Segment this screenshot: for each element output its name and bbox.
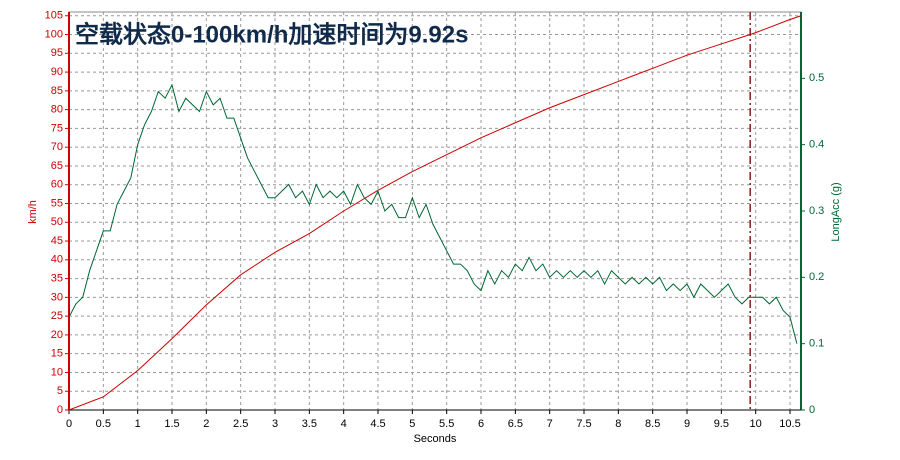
- y-tick-label: 35: [51, 272, 63, 284]
- y-tick-label: 100: [45, 28, 63, 40]
- y-tick-label: 30: [51, 291, 63, 303]
- x-tick-label: 2.5: [233, 418, 248, 430]
- y-tick-label: 105: [45, 10, 63, 22]
- y-tick-label: 70: [51, 141, 63, 153]
- y-tick-label: 75: [51, 122, 63, 134]
- y2-axis-label: LongAcc (g): [830, 182, 842, 241]
- x-tick-label: 4: [341, 418, 347, 430]
- x-tick-label: 8: [615, 418, 621, 430]
- x-tick-label: 1: [135, 418, 141, 430]
- y-tick-label: 0: [57, 404, 63, 416]
- x-tick-label: 8.5: [645, 418, 660, 430]
- y-tick-label: 80: [51, 104, 63, 116]
- y-tick-label: 5: [57, 385, 63, 397]
- x-tick-label: 1.5: [164, 418, 179, 430]
- y2-tick-label: 0.2: [809, 271, 824, 283]
- x-tick-label: 6.5: [508, 418, 523, 430]
- x-tick-label: 4.5: [370, 418, 385, 430]
- x-tick-label: 0.5: [96, 418, 111, 430]
- x-tick-label: 5: [409, 418, 415, 430]
- y-tick-label: 45: [51, 235, 63, 247]
- y-tick-label: 40: [51, 254, 63, 266]
- x-tick-label: 7.5: [576, 418, 591, 430]
- series-line: [68, 15, 802, 411]
- y2-tick-label: 0.1: [809, 338, 824, 350]
- y-tick-label: 90: [51, 66, 63, 78]
- x-tick-label: 0: [66, 418, 72, 430]
- y-tick-label: 65: [51, 160, 63, 172]
- x-tick-label: 5.5: [439, 418, 454, 430]
- series-line: [68, 83, 798, 344]
- x-tick-label: 3.5: [302, 418, 317, 430]
- x-tick-label: 10.5: [779, 418, 800, 430]
- x-axis-label: Seconds: [414, 433, 457, 445]
- y-tick-label: 60: [51, 179, 63, 191]
- x-tick-label: 10: [750, 418, 762, 430]
- y2-tick-label: 0: [809, 404, 815, 416]
- x-tick-label: 9.5: [714, 418, 729, 430]
- y-tick-label: 15: [51, 348, 63, 360]
- x-tick-label: 2: [203, 418, 209, 430]
- y-tick-label: 95: [51, 47, 63, 59]
- y2-tick-label: 0.5: [809, 72, 824, 84]
- y-axis-label: km/h: [27, 200, 39, 224]
- y2-tick-label: 0.3: [809, 205, 824, 217]
- y-tick-label: 50: [51, 216, 63, 228]
- y2-tick-label: 0.4: [809, 139, 824, 151]
- y-tick-label: 55: [51, 197, 63, 209]
- x-tick-label: 6: [478, 418, 484, 430]
- x-tick-label: 7: [547, 418, 553, 430]
- plot-area: [68, 11, 802, 411]
- y-tick-label: 20: [51, 329, 63, 341]
- chart-title: 空载状态0-100km/h加速时间为9.92s: [75, 20, 468, 48]
- y-tick-label: 10: [51, 366, 63, 378]
- x-tick-label: 9: [684, 418, 690, 430]
- y-tick-label: 25: [51, 310, 63, 322]
- y-tick-label: 85: [51, 85, 63, 97]
- x-tick-label: 3: [272, 418, 278, 430]
